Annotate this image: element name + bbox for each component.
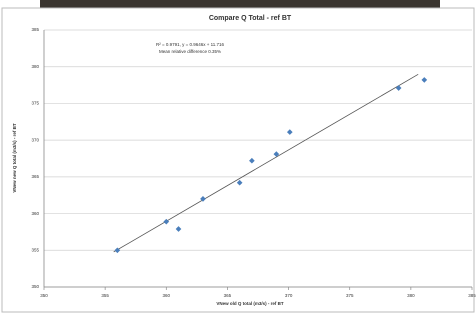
y-tick-label: 380	[31, 64, 39, 69]
background	[0, 0, 476, 314]
chart: Compare Q Total - ref BT R² = 0.9791, y …	[0, 0, 476, 314]
y-tick-label: 375	[31, 101, 39, 106]
page: {"chart_data": { "type": "scatter", "tit…	[0, 0, 476, 314]
x-tick-label: 375	[346, 293, 354, 298]
photo-edge	[40, 0, 440, 8]
x-tick-label: 385	[468, 293, 476, 298]
y-tick-label: 365	[31, 174, 39, 179]
y-tick-label: 350	[31, 284, 39, 289]
y-tick-label: 360	[31, 211, 39, 216]
x-tick-label: 355	[101, 293, 109, 298]
y-axis-label: VNew new Q total (m3/s) - ref BT	[12, 123, 17, 193]
annotation: R² = 0.9791, y = 0.9646x + 11.716	[156, 42, 225, 47]
chart-title: Compare Q Total - ref BT	[209, 15, 292, 22]
x-tick-label: 360	[163, 293, 171, 298]
x-tick-label: 365	[224, 293, 232, 298]
x-tick-label: 370	[285, 293, 293, 298]
y-tick-label: 355	[31, 247, 39, 252]
x-tick-label: 350	[40, 293, 48, 298]
annotation: Mean relative difference 0.35%	[159, 49, 221, 54]
y-tick-label: 370	[31, 137, 39, 142]
x-tick-label: 380	[407, 293, 415, 298]
x-axis-label: VNew old Q total (m3/s) - ref BT	[216, 301, 284, 306]
y-tick-label: 385	[31, 27, 39, 32]
